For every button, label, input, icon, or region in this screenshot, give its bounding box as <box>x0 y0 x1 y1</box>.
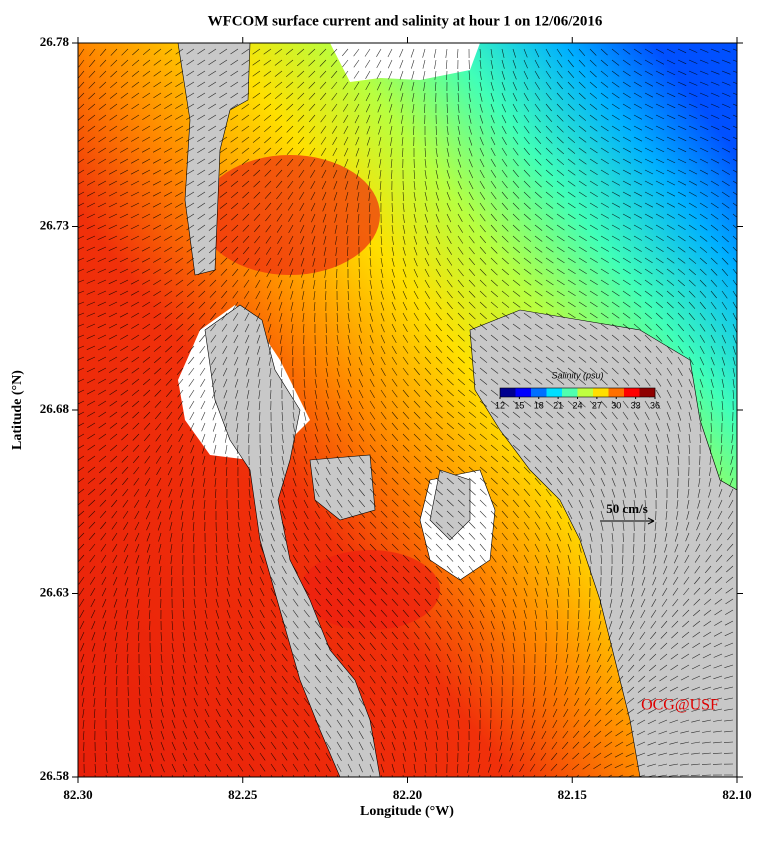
colorbar-tick-label: 36 <box>650 400 660 410</box>
colorbar-swatch <box>515 388 532 397</box>
colorbar-swatch <box>608 388 625 397</box>
colorbar-swatch <box>639 388 656 397</box>
land <box>309 454 376 521</box>
land <box>469 309 737 777</box>
x-tick-label: 82.10 <box>722 787 751 802</box>
colorbar-tick-label: 24 <box>572 400 582 410</box>
x-tick-label: 82.20 <box>393 787 422 802</box>
current-vectors <box>78 48 737 777</box>
salinity-shading <box>300 550 440 630</box>
map-title: WFCOM surface current and salinity at ho… <box>208 13 603 29</box>
colorbar-tick-label: 15 <box>514 400 524 410</box>
y-tick-label: 26.78 <box>40 34 70 49</box>
axes: 82.30 82.25 82.20 82.15 82.10 26.58 26.63 26.68… <box>40 34 752 802</box>
x-tick-label: 82.30 <box>63 787 92 802</box>
land <box>177 43 251 276</box>
colorbar-swatch <box>562 388 578 397</box>
colorbar-tick-label: 21 <box>553 400 563 410</box>
scale-arrow-head <box>647 517 655 525</box>
colorbar-tick-label: 18 <box>534 400 544 410</box>
colorbar-swatch <box>531 388 547 397</box>
credit: OCG@USF <box>641 697 719 714</box>
x-tick-label: 82.15 <box>558 787 588 802</box>
salinity-shading <box>200 155 380 275</box>
y-tick-label: 26.73 <box>40 217 70 232</box>
colorbar-swatch <box>593 388 609 397</box>
colorbar-tick-label: 30 <box>611 400 621 410</box>
y-tick-label: 26.63 <box>40 584 70 599</box>
colorbar: Salinity (psu) 12 15 18 21 24 27 30 33 36 <box>495 370 660 410</box>
colorbar-swatch <box>624 388 640 397</box>
x-tick-label: 82.25 <box>228 787 258 802</box>
y-tick-label: 26.68 <box>40 401 70 416</box>
current-vector-field <box>78 48 737 777</box>
colorbar-swatch <box>546 388 563 397</box>
colorbar-tick-label: 27 <box>592 400 602 410</box>
colorbar-swatch <box>577 388 594 397</box>
colorbar-title: Salinity (psu) <box>551 370 603 380</box>
y-axis-label: Latitude (°N) <box>10 370 25 450</box>
scale-label: 50 cm/s <box>606 501 648 516</box>
land <box>429 469 471 541</box>
salinity-field <box>78 43 737 777</box>
colorbar-swatch <box>500 388 516 397</box>
y-tick-label: 26.58 <box>40 768 70 783</box>
colorbar-tick-label: 33 <box>631 400 641 410</box>
colorbar-tick-label: 12 <box>495 400 505 410</box>
x-axis-label: Longitude (°W) <box>360 804 454 819</box>
